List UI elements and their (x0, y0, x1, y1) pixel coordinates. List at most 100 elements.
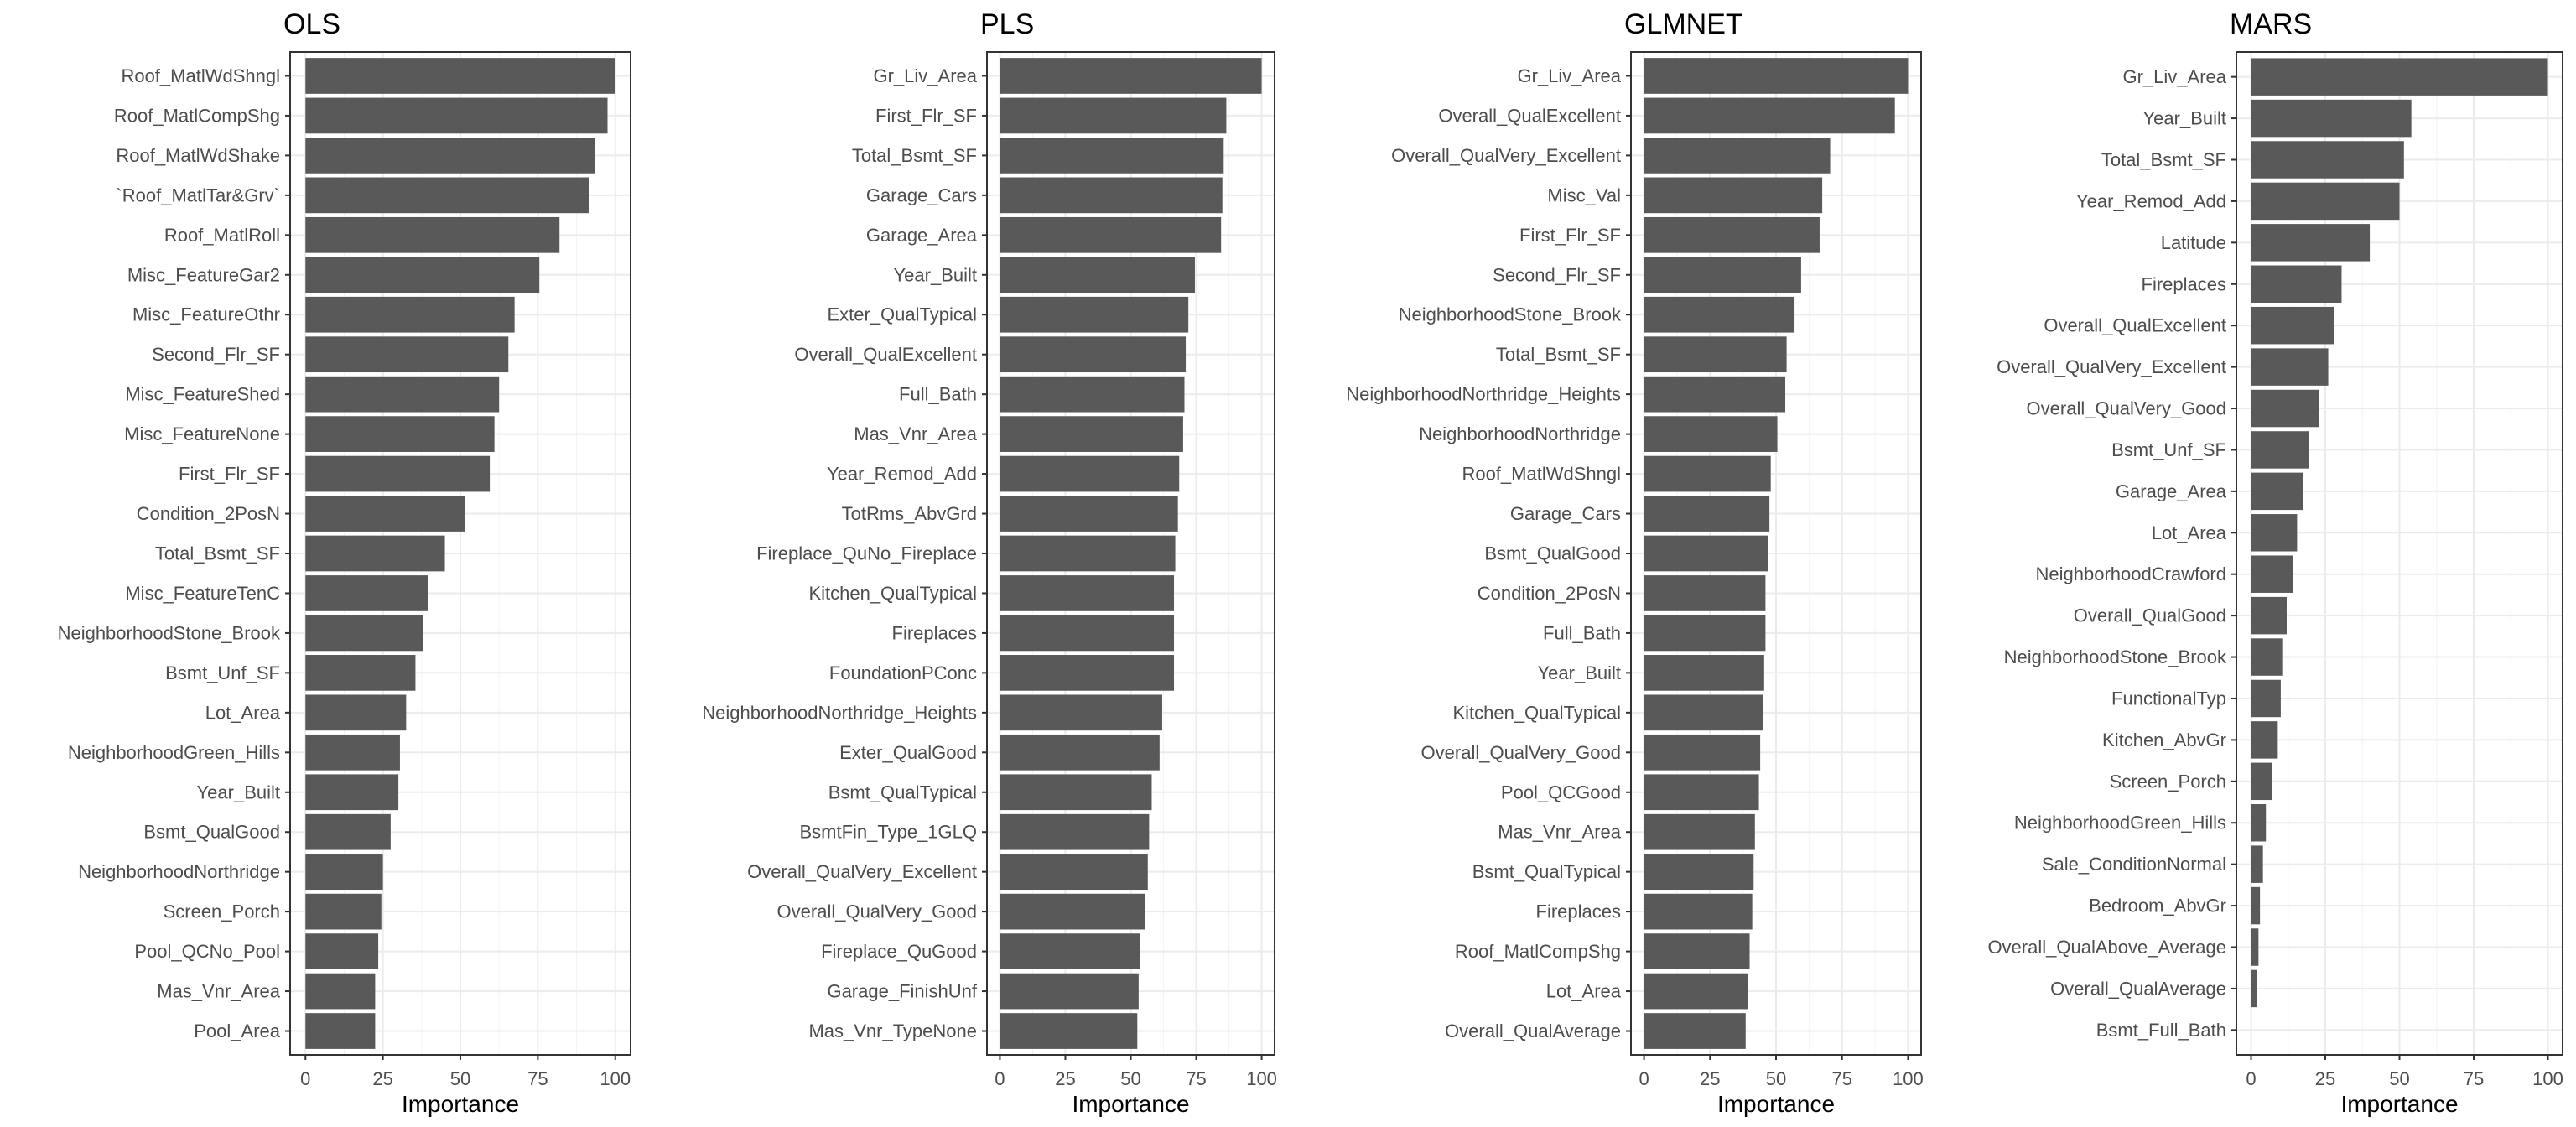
bar-TotRms_AbvGrd (1000, 496, 1178, 532)
x-tick-label: 50 (2389, 1068, 2409, 1089)
y-tick-label: Roof_MatlRoll (164, 225, 280, 246)
y-tick-label: Fireplaces (892, 622, 977, 643)
y-tick-label: Year_Built (197, 782, 280, 802)
y-tick-label: Pool_Area (194, 1021, 281, 1041)
x-axis-label: Importance (402, 1091, 519, 1117)
y-tick-label: Bsmt_Unf_SF (2111, 439, 2226, 460)
x-tick-label: 100 (2532, 1068, 2563, 1089)
chart-panel-glmnet: Gr_Liv_Area Overall_QualExcellent Overall_… (1346, 8, 1924, 1117)
y-tick-label: NeighborhoodGreen_Hills (2014, 813, 2226, 834)
x-tick-label: 100 (1246, 1068, 1277, 1089)
bar-Misc_FeatureGar2 (305, 257, 540, 293)
y-tick-label: Garage_FinishUnf (827, 981, 977, 1002)
bar-Full_Bath (1644, 615, 1766, 652)
chart-title: PLS (980, 8, 1034, 40)
bar-NeighborhoodGreen_Hills (2251, 804, 2267, 842)
y-tick-label: Condition_2PosN (1478, 583, 1621, 604)
y-tick-label: Overall_QualVery_Good (777, 901, 977, 922)
x-tick-label: 50 (450, 1068, 470, 1089)
bar-Overall_QualAverage (2251, 969, 2257, 1008)
y-tick-label: Misc_FeatureTenC (125, 583, 280, 604)
bar-Pool_Area (305, 1013, 376, 1049)
y-tick-label: BsmtFin_Type_1GLQ (799, 822, 977, 843)
y-tick-label: Roof_MatlWdShake (116, 145, 280, 166)
y-tick-label: NeighborhoodNorthridge_Heights (1346, 384, 1621, 405)
x-tick-label: 100 (600, 1068, 631, 1089)
bar-Bsmt_QualTypical (1000, 774, 1152, 811)
y-tick-label: Garage_Cars (866, 184, 977, 205)
y-tick-label: Bsmt_Full_Bath (2096, 1020, 2226, 1041)
bar-Roof_MatlRoll (305, 216, 560, 253)
y-tick-label: Overall_QualVery_Good (1421, 742, 1621, 763)
y-tick-label: Overall_QualVery_Excellent (1391, 145, 1621, 166)
y-tick-label: Gr_Liv_Area (2122, 66, 2226, 87)
bar-Kitchen_AbvGr (2251, 721, 2278, 759)
x-tick-label: 50 (1120, 1068, 1140, 1089)
bar-Total_Bsmt_SF (2251, 141, 2404, 179)
bar-Year_Built (1000, 257, 1195, 293)
chart-panel-mars: Gr_Liv_Area Year_Built Total_Bsmt_SF Year_R… (1987, 8, 2563, 1117)
bar-Gr_Liv_Area (1000, 58, 1262, 94)
y-tick-label: Mas_Vnr_TypeNone (808, 1021, 977, 1041)
y-tick-label: Year_Built (1538, 662, 1621, 683)
y-tick-label: Overall_QualVery_Good (2027, 398, 2226, 419)
y-tick-label: Exter_QualGood (839, 742, 977, 763)
y-tick-label: Overall_QualAbove_Average (1987, 937, 2226, 958)
bar-NeighborhoodCrawford (2251, 555, 2293, 593)
bar-Condition_2PosN (1644, 575, 1766, 611)
y-tick-label: Overall_QualExcellent (794, 344, 977, 365)
bar-Latitude (2251, 224, 2371, 262)
bar-Pool_QCNo_Pool (305, 933, 379, 969)
y-tick-label: Bsmt_QualGood (143, 822, 280, 843)
y-tick-label: NeighborhoodNorthridge (1419, 423, 1621, 444)
bar-First_Flr_SF (305, 455, 491, 492)
bar-Overall_QualVery_Good (1644, 734, 1761, 771)
bar-Year_Built (305, 774, 399, 811)
x-tick-label: 75 (1831, 1068, 1852, 1089)
bar-NeighborhoodStone_Brook (305, 615, 423, 652)
bar-Bedroom_AbvGr (2251, 886, 2261, 925)
x-axis-label: Importance (2340, 1091, 2458, 1117)
bar-Condition_2PosN (305, 496, 465, 532)
bar-Lot_Area (305, 694, 407, 731)
y-tick-label: Year_Built (2143, 108, 2226, 129)
y-tick-label: Overall_QualVery_Excellent (1997, 356, 2226, 377)
y-tick-label: Misc_FeatureNone (124, 423, 280, 444)
y-tick-label: Pool_QCGood (1501, 782, 1621, 802)
bar-`Roof_MatlTar&Grv` (305, 177, 589, 214)
y-tick-label: FoundationPConc (829, 662, 977, 683)
y-tick-label: Total_Bsmt_SF (155, 543, 280, 564)
bar-Kitchen_QualTypical (1000, 575, 1175, 611)
y-tick-label: Overall_QualGood (2074, 605, 2226, 626)
y-tick-label: Exter_QualTypical (827, 304, 977, 325)
x-tick-label: 75 (1186, 1068, 1206, 1089)
y-tick-label: Bsmt_QualTypical (1472, 861, 1621, 882)
bar-Total_Bsmt_SF (1000, 138, 1224, 174)
x-tick-label: 75 (527, 1068, 548, 1089)
x-tick-label: 25 (2315, 1068, 2335, 1089)
bar-Roof_MatlCompShg (1644, 933, 1750, 969)
bar-Year_Built (2251, 99, 2412, 138)
y-tick-label: Total_Bsmt_SF (1496, 344, 1621, 365)
y-tick-label: Mas_Vnr_Area (1498, 822, 1622, 843)
y-tick-label: Full_Bath (1543, 622, 1621, 643)
x-tick-label: 25 (1055, 1068, 1075, 1089)
bar-Garage_Cars (1000, 177, 1223, 214)
bar-Fireplace_QuGood (1000, 933, 1140, 969)
y-tick-label: NeighborhoodStone_Brook (1399, 304, 1622, 325)
bar-Exter_QualTypical (1000, 296, 1189, 333)
bar-Year_Remod_Add (2251, 182, 2400, 221)
y-tick-label: Year_Built (894, 264, 977, 285)
y-tick-label: Misc_FeatureShed (125, 384, 280, 405)
bar-BsmtFin_Type_1GLQ (1000, 813, 1150, 850)
y-tick-label: Latitude (2161, 232, 2226, 253)
y-tick-label: Bsmt_Unf_SF (165, 662, 280, 683)
y-tick-label: Overall_QualAverage (1445, 1021, 1621, 1041)
bar-Overall_QualVery_Good (2251, 389, 2319, 428)
y-tick-label: Screen_Porch (2110, 771, 2226, 792)
y-tick-label: Overall_QualVery_Excellent (747, 861, 977, 882)
y-tick-label: First_Flr_SF (1519, 225, 1621, 246)
chart-title: GLMNET (1624, 8, 1743, 40)
bar-First_Flr_SF (1644, 216, 1820, 253)
